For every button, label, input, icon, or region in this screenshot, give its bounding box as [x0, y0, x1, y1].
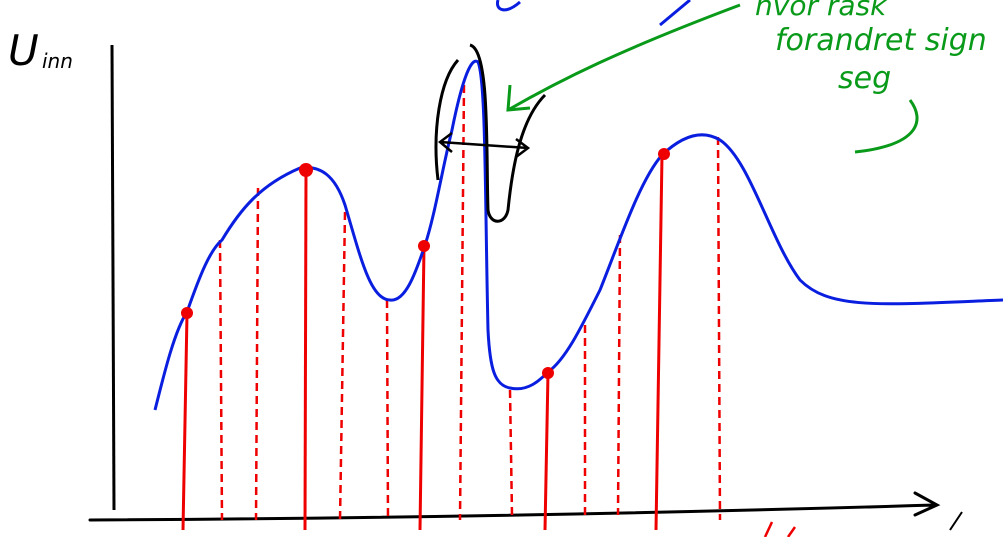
solid-line — [420, 246, 424, 530]
x-axis-mark — [950, 512, 962, 530]
cropped-stroke — [660, 0, 690, 25]
sample-dot — [658, 148, 670, 160]
sample-dot — [542, 367, 554, 379]
annotation-line: seg — [838, 61, 891, 96]
annotation-arrowhead — [508, 85, 530, 110]
y-axis — [112, 45, 114, 510]
signal-curve — [155, 61, 1003, 410]
cropped-stroke — [497, 0, 520, 10]
sample-dot — [418, 240, 430, 252]
dashed-line — [220, 240, 222, 520]
cropped-stroke — [765, 522, 795, 537]
y-axis-label: U — [8, 26, 39, 75]
solid-samples — [183, 155, 662, 530]
solid-line — [656, 155, 662, 530]
annotation-line: forandret sign — [775, 23, 987, 58]
x-axis — [90, 493, 937, 520]
dashed-line — [510, 390, 512, 515]
dashed-line — [340, 212, 345, 520]
dashed-samples — [220, 85, 720, 520]
solid-line — [305, 170, 306, 530]
sample-dots — [181, 148, 670, 379]
annotation-arrow — [508, 5, 740, 110]
sketch: U inn hvor rask forandret sign seg — [0, 0, 1003, 537]
y-axis-subscript: inn — [42, 49, 73, 73]
annotation-bracket — [855, 100, 917, 152]
dashed-line — [256, 188, 258, 520]
sample-dot — [299, 163, 313, 177]
dashed-line — [460, 85, 464, 520]
annotation-line: hvor rask — [755, 0, 888, 22]
dashed-line — [718, 137, 720, 520]
dashed-line — [618, 235, 620, 515]
solid-line — [545, 373, 548, 530]
dashed-line — [387, 300, 388, 520]
sample-dot — [181, 307, 193, 319]
solid-line — [183, 314, 187, 530]
